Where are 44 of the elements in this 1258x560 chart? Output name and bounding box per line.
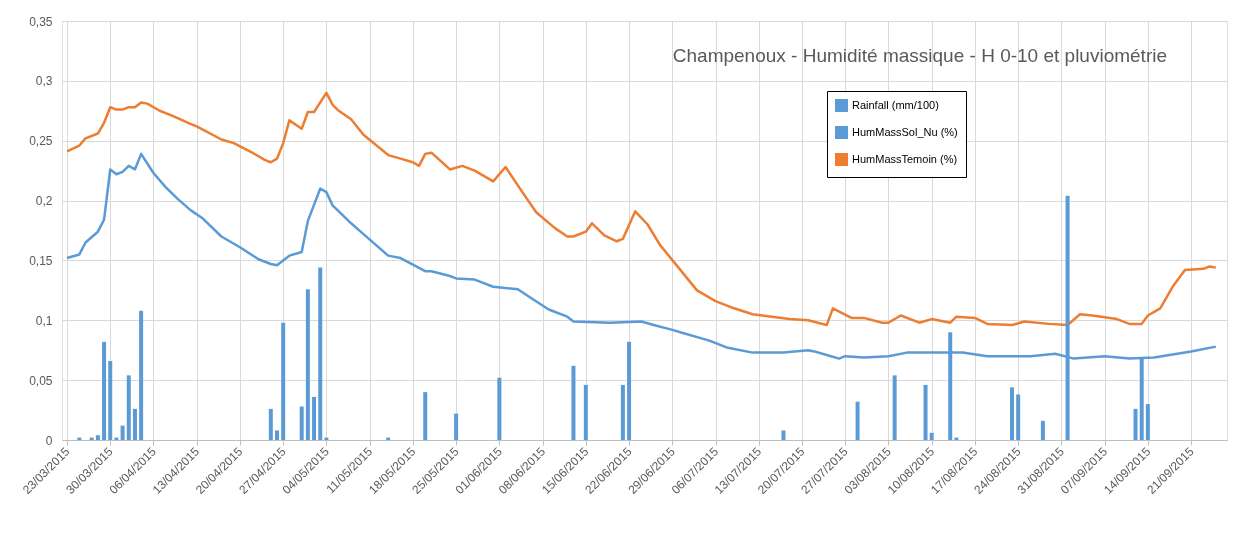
line-series xyxy=(65,91,1218,327)
legend-label: HumMassSol_Nu (%) xyxy=(852,125,958,138)
bar xyxy=(318,267,323,440)
bar xyxy=(275,430,279,440)
bar xyxy=(1010,387,1014,440)
y-tick-label: 0,2 xyxy=(35,194,53,209)
bar xyxy=(120,425,125,440)
bar xyxy=(423,392,428,440)
legend-label: Rainfall (mm/100) xyxy=(852,98,939,111)
y-tick-label: 0,1 xyxy=(35,313,53,328)
bar xyxy=(1040,420,1045,440)
bar xyxy=(923,384,928,440)
y-tick-label: 0,05 xyxy=(29,373,53,388)
bar xyxy=(583,384,588,440)
bar xyxy=(102,341,107,440)
legend-label: HumMassTemoin (%) xyxy=(852,152,958,165)
bar xyxy=(497,377,502,440)
y-tick-label: 0,25 xyxy=(29,134,53,149)
bar xyxy=(781,430,786,440)
bar xyxy=(929,432,934,440)
bar xyxy=(627,341,632,440)
text: Champenoux - Humidité massique - H 0-10 et pluviométrie xyxy=(672,45,1167,66)
bar xyxy=(305,289,310,440)
bar xyxy=(139,310,144,440)
bar xyxy=(1016,394,1021,440)
y-tick-label: 0 xyxy=(45,433,53,448)
bar xyxy=(268,408,273,440)
bar xyxy=(126,375,131,440)
y-tick-label: 0,15 xyxy=(29,253,53,268)
bar xyxy=(855,401,860,440)
bar xyxy=(312,396,317,440)
bar xyxy=(1145,404,1150,440)
bar xyxy=(132,408,137,440)
bar xyxy=(1133,408,1138,440)
bar xyxy=(299,406,304,440)
bar xyxy=(892,375,897,440)
bar xyxy=(454,413,459,440)
bar xyxy=(95,435,100,440)
y-tick-label: 0,3 xyxy=(35,74,53,89)
bar xyxy=(620,384,625,440)
bar xyxy=(108,360,113,440)
bar xyxy=(281,322,286,440)
y-tick-label: 0,35 xyxy=(29,14,53,29)
bar xyxy=(571,365,576,440)
